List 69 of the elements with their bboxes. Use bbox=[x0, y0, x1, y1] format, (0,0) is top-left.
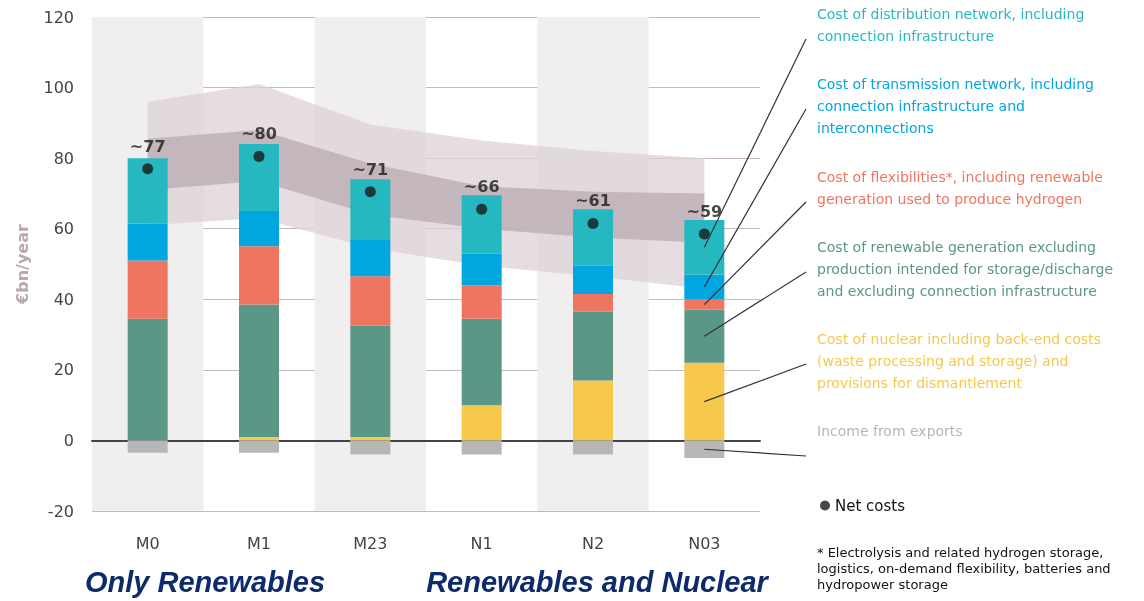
text: Income from exports bbox=[817, 422, 964, 441]
bar bbox=[239, 440, 279, 453]
data-label: ~66 bbox=[463, 177, 500, 197]
y-tick-label: 0 bbox=[63, 430, 74, 450]
bar bbox=[239, 211, 279, 247]
bar bbox=[573, 440, 613, 455]
bar bbox=[350, 440, 391, 455]
bar bbox=[684, 440, 725, 459]
bar bbox=[461, 195, 502, 254]
bar bbox=[573, 311, 613, 381]
y-tick-label: 120 bbox=[43, 7, 74, 27]
bar bbox=[350, 179, 391, 240]
point bbox=[698, 228, 710, 240]
bar bbox=[127, 318, 168, 441]
bar bbox=[127, 223, 168, 261]
text: Only Renewables bbox=[84, 566, 326, 599]
y-axis-title: €bn/year bbox=[12, 224, 32, 305]
bar bbox=[461, 318, 502, 406]
legend-label: Net costs bbox=[835, 496, 906, 515]
bar bbox=[350, 276, 391, 326]
point bbox=[364, 186, 376, 198]
bar bbox=[127, 158, 168, 224]
bar bbox=[461, 285, 502, 319]
bar bbox=[239, 246, 279, 305]
point bbox=[476, 203, 488, 215]
bar bbox=[127, 440, 168, 453]
text: * Electrolysis and related hydrogen storage, logistics, on-demand flexibility, batteries and hydropower storage bbox=[817, 545, 1112, 593]
text: Cost of nuclear including back-end costs (waste processing and storage) and provisions for dismantlement bbox=[817, 330, 1102, 393]
bar bbox=[684, 362, 725, 441]
x-tick-label: N03 bbox=[688, 533, 721, 553]
bar bbox=[684, 309, 725, 363]
bar bbox=[573, 380, 613, 441]
bar bbox=[573, 209, 613, 266]
bar bbox=[461, 253, 502, 286]
bar bbox=[239, 144, 279, 212]
bar bbox=[127, 260, 168, 319]
x-tick-label: M23 bbox=[353, 533, 388, 553]
bar bbox=[350, 239, 391, 277]
bar bbox=[573, 293, 613, 312]
point bbox=[587, 217, 599, 229]
y-tick-label: 20 bbox=[53, 360, 74, 380]
data-label: ~80 bbox=[241, 124, 277, 144]
data-label: ~71 bbox=[352, 159, 389, 179]
y-tick-label: 60 bbox=[53, 219, 74, 239]
point bbox=[253, 150, 265, 162]
x-tick-label: M1 bbox=[247, 533, 271, 553]
bar bbox=[684, 299, 725, 310]
y-tick-label: -20 bbox=[47, 501, 74, 521]
bar bbox=[461, 405, 502, 441]
bar bbox=[573, 265, 613, 294]
bar bbox=[684, 219, 725, 275]
y-tick-label: 100 bbox=[43, 78, 74, 98]
bar bbox=[350, 325, 391, 437]
text: Cost of transmission network, including connection infrastructure and interconnections bbox=[817, 75, 1095, 138]
point bbox=[142, 163, 154, 175]
text: Renewables and Nuclear bbox=[426, 566, 768, 599]
bar bbox=[239, 304, 279, 437]
text: Cost of distribution network, including connection infrastructure bbox=[817, 5, 1086, 46]
x-tick-label: N1 bbox=[470, 533, 493, 553]
y-tick-label: 40 bbox=[53, 289, 74, 309]
bar bbox=[461, 440, 502, 455]
data-label: ~77 bbox=[129, 136, 166, 156]
data-label: ~61 bbox=[575, 191, 611, 211]
bar bbox=[684, 274, 725, 300]
y-tick-label: 80 bbox=[53, 148, 74, 168]
x-tick-label: N2 bbox=[581, 533, 605, 553]
text: Cost of flexibilities*, including renewable generation used to produce hydrogen bbox=[817, 168, 1104, 209]
text: Cost of renewable generation excluding production intended for storage/discharge and excluding connection infrastructure bbox=[817, 238, 1115, 301]
x-tick-label: M0 bbox=[135, 533, 160, 553]
